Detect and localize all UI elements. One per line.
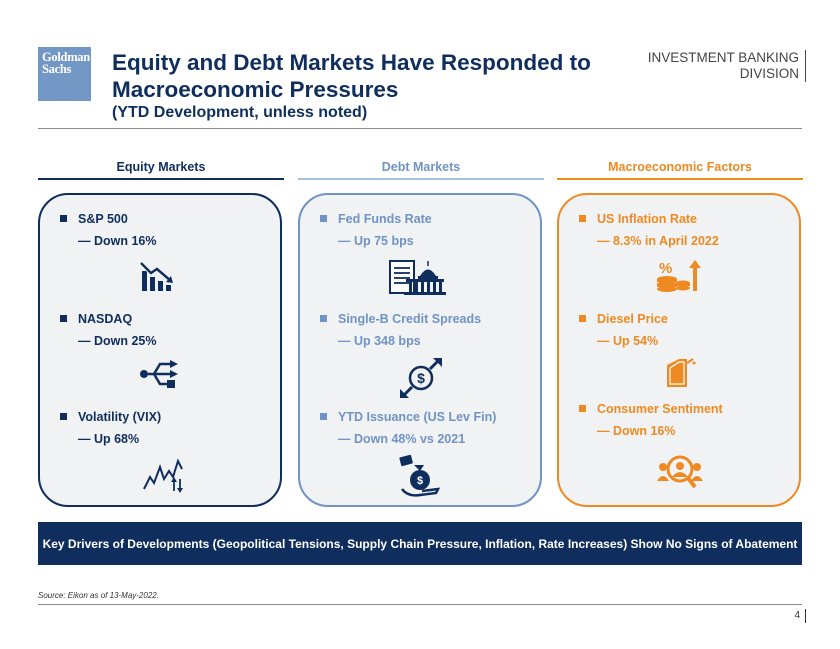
page-number: 4 <box>794 609 806 623</box>
header-divider <box>38 128 802 129</box>
debt-heading-label: Debt Markets <box>381 160 461 174</box>
item-title: Volatility (VIX) <box>60 409 272 425</box>
svg-text:$: $ <box>417 475 423 487</box>
item-title: US Inflation Rate <box>579 211 791 227</box>
svg-text:%: % <box>659 260 672 277</box>
macro-heading-underline <box>557 178 803 180</box>
vix-item: Volatility (VIX) — Up 68% <box>60 409 272 447</box>
network-icon <box>140 360 178 388</box>
macro-factors-heading: Macroeconomic Factors <box>557 160 803 180</box>
svg-text:$: $ <box>417 370 425 386</box>
volatility-icon <box>143 458 183 493</box>
macro-factors-card: US Inflation Rate — 8.3% in April 2022 %… <box>557 193 801 507</box>
item-title: Consumer Sentiment <box>579 401 791 417</box>
division-line-1: INVESTMENT BANKING <box>647 50 799 65</box>
item-value: — Up 75 bps <box>338 234 414 248</box>
equity-markets-card: S&P 500 — Down 16% NASDAQ — Down 25% Vol… <box>38 193 282 507</box>
item-title: NASDAQ <box>60 311 272 327</box>
fuel-can-icon <box>667 358 696 387</box>
consumer-search-icon <box>657 455 703 489</box>
money-bag-hand-icon: $ <box>399 454 441 497</box>
division-label: INVESTMENT BANKING DIVISION <box>648 50 806 82</box>
debt-heading-underline <box>298 178 544 180</box>
item-value: — Down 25% <box>78 334 157 348</box>
item-title: Fed Funds Rate <box>320 211 532 227</box>
inflation-icon: % <box>657 260 701 292</box>
item-value: — 8.3% in April 2022 <box>597 234 719 248</box>
equity-markets-heading: Equity Markets <box>38 160 284 180</box>
source-note: Source: Eikon as of 13-May-2022. <box>38 591 159 600</box>
logo-line-2: Sachs <box>42 62 72 76</box>
item-value: — Up 348 bps <box>338 334 421 348</box>
item-title: Single-B Credit Spreads <box>320 311 532 327</box>
credit-spreads-item: Single-B Credit Spreads — Up 348 bps <box>320 311 532 349</box>
item-value: — Down 48% vs 2021 <box>338 432 466 446</box>
chart-down-icon <box>140 261 173 291</box>
division-line-2: DIVISION <box>739 66 799 81</box>
item-title: YTD Issuance (US Lev Fin) <box>320 409 532 425</box>
macro-heading-label: Macroeconomic Factors <box>608 160 752 174</box>
goldman-sachs-logo: Goldman Sachs <box>38 47 91 101</box>
key-drivers-banner: Key Drivers of Developments (Geopolitica… <box>38 522 802 565</box>
equity-heading-underline <box>38 178 284 180</box>
item-value: — Down 16% <box>78 234 157 248</box>
equity-heading-label: Equity Markets <box>116 160 206 174</box>
capitol-document-icon <box>389 260 446 295</box>
diesel-item: Diesel Price — Up 54% <box>579 311 791 349</box>
footer-divider <box>38 604 802 605</box>
page-subtitle: (YTD Development, unless noted) <box>112 104 368 121</box>
debt-markets-heading: Debt Markets <box>298 160 544 180</box>
sp500-item: S&P 500 — Down 16% <box>60 211 272 249</box>
item-value: — Up 54% <box>597 334 659 348</box>
inflation-item: US Inflation Rate — 8.3% in April 2022 <box>579 211 791 249</box>
nasdaq-item: NASDAQ — Down 25% <box>60 311 272 349</box>
item-title: Diesel Price <box>579 311 791 327</box>
fed-funds-item: Fed Funds Rate — Up 75 bps <box>320 211 532 249</box>
item-value: — Up 68% <box>78 432 140 446</box>
consumer-sentiment-item: Consumer Sentiment — Down 16% <box>579 401 791 439</box>
page-title: Equity and Debt Markets Have Responded t… <box>112 50 591 102</box>
logo-line-1: Goldman <box>42 50 90 64</box>
issuance-item: YTD Issuance (US Lev Fin) — Down 48% vs … <box>320 409 532 447</box>
item-title: S&P 500 <box>60 211 272 227</box>
debt-markets-card: Fed Funds Rate — Up 75 bps Single-B Cred… <box>298 193 542 507</box>
dollar-arrows-icon: $ <box>400 358 442 398</box>
item-value: — Down 16% <box>597 424 676 438</box>
